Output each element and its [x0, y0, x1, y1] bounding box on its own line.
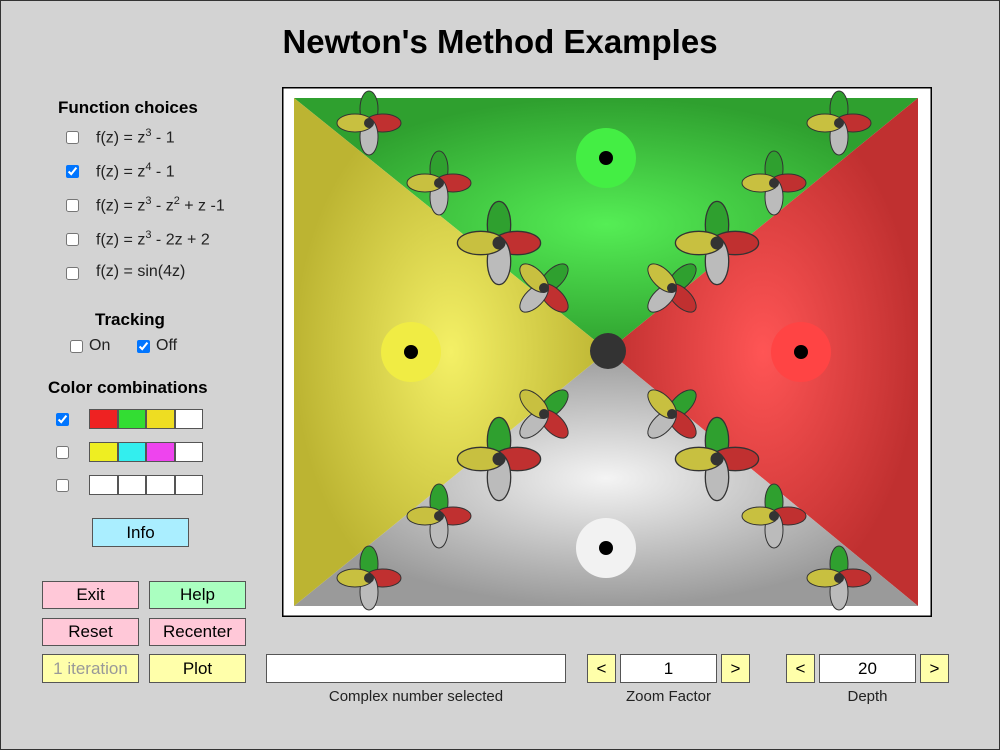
label-part: 3	[145, 229, 152, 241]
reset-button[interactable]: Reset	[42, 618, 139, 646]
label-part: - 1	[151, 129, 175, 147]
complex-input[interactable]	[266, 654, 566, 683]
checkbox[interactable]	[56, 413, 69, 426]
color-swatch	[89, 442, 118, 462]
title: Newton's Method Examples	[282, 23, 718, 60]
label-part: f(z) = sin(4z)	[96, 263, 186, 280]
label-part: - 1	[151, 163, 175, 181]
checkbox[interactable]	[66, 233, 79, 246]
color-swatch	[89, 409, 118, 429]
label-part: 2	[173, 195, 180, 207]
prev-button[interactable]: <	[587, 654, 616, 683]
info-button[interactable]: Info	[92, 518, 189, 547]
checkbox[interactable]	[56, 446, 69, 459]
field-label: Zoom Factor	[625, 688, 712, 705]
color-swatch	[146, 409, 175, 429]
label-part: - 2z + 2	[151, 231, 210, 249]
label-part: + z -1	[179, 197, 225, 215]
help-button[interactable]: Help	[149, 581, 246, 609]
value-field[interactable]: 20	[819, 654, 916, 683]
function-label: f(z) = z3 - 2z + 2	[96, 229, 210, 249]
plot-button[interactable]: Plot	[149, 654, 246, 683]
recenter-button[interactable]: Recenter	[149, 618, 246, 646]
section-heading: Tracking	[95, 310, 165, 329]
color-swatch	[89, 475, 118, 495]
checkbox[interactable]	[66, 131, 79, 144]
function-label: f(z) = sin(4z)	[96, 263, 185, 281]
fractal-view[interactable]	[282, 87, 932, 617]
field-label: Complex number selected	[328, 688, 504, 705]
label-part: 3	[145, 195, 152, 207]
color-swatch	[117, 442, 146, 462]
tracking-label: On	[89, 337, 111, 354]
label-part: f(z) = z	[96, 197, 146, 215]
label-part: 4	[145, 161, 152, 173]
color-swatch	[146, 475, 175, 495]
checkbox[interactable]	[66, 267, 79, 280]
checkbox[interactable]	[66, 165, 79, 178]
label-part: f(z) = z	[96, 231, 146, 249]
color-swatch	[174, 475, 203, 495]
color-swatch	[146, 442, 175, 462]
section-heading: Function choices	[58, 98, 198, 117]
prev-button[interactable]: <	[786, 654, 815, 683]
label-part: - z	[151, 197, 174, 215]
exit-button[interactable]: Exit	[42, 581, 139, 609]
next-button[interactable]: >	[920, 654, 949, 683]
function-label: f(z) = z3 - z2 + z -1	[96, 195, 225, 215]
function-label: f(z) = z4 - 1	[96, 161, 175, 181]
function-label: f(z) = z3 - 1	[96, 127, 175, 147]
iteration-button[interactable]: 1 iteration	[42, 654, 139, 683]
section-heading: Color combinations	[48, 378, 208, 397]
label-part: f(z) = z	[96, 129, 146, 147]
checkbox[interactable]	[56, 479, 69, 492]
label-part: f(z) = z	[96, 163, 146, 181]
checkbox[interactable]	[66, 199, 79, 212]
color-swatch	[117, 409, 146, 429]
checkbox[interactable]	[137, 340, 150, 353]
color-swatch	[174, 442, 203, 462]
label-part: 3	[145, 127, 152, 139]
color-swatch	[174, 409, 203, 429]
next-button[interactable]: >	[721, 654, 750, 683]
value-field[interactable]: 1	[620, 654, 717, 683]
checkbox[interactable]	[70, 340, 83, 353]
field-label: Depth	[847, 688, 888, 705]
color-swatch	[117, 475, 146, 495]
tracking-label: Off	[156, 337, 178, 354]
